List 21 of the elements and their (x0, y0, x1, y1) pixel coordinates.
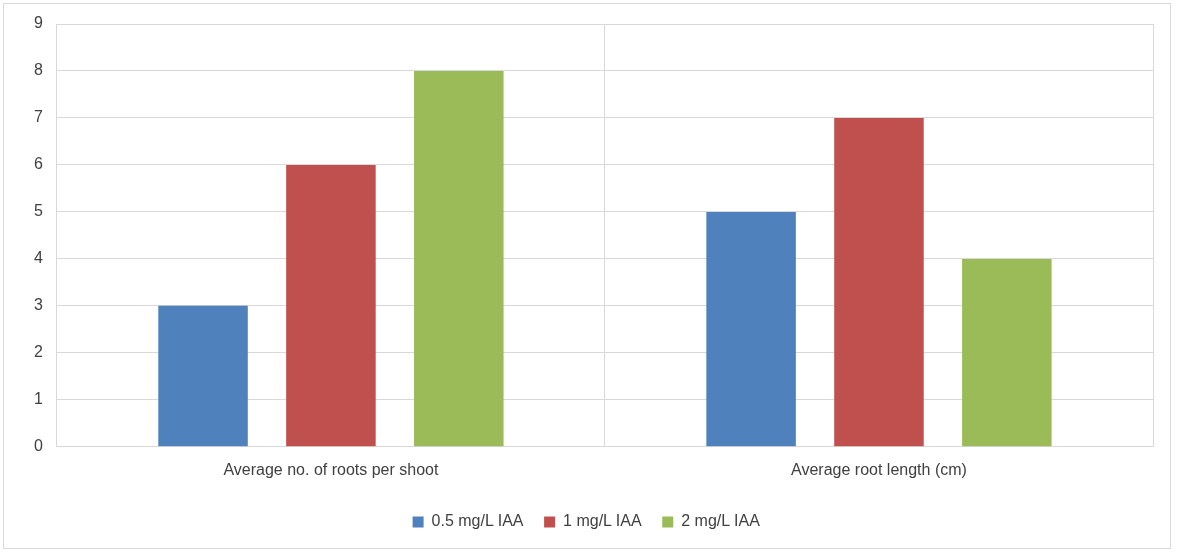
y-tick-label: 8 (33, 61, 43, 79)
y-tick-label: 3 (33, 296, 43, 314)
y-tick-label: 0 (33, 437, 43, 455)
y-tick-label: 1 (33, 390, 43, 408)
legend-label: 0.5 mg/L IAA (431, 512, 524, 530)
y-tick-label: 6 (33, 155, 43, 173)
bar (414, 70, 504, 447)
bar (286, 164, 376, 447)
bar (158, 305, 248, 447)
legend-label: 2 mg/L IAA (681, 512, 761, 530)
x-tick-label: Average root length (cm) (791, 460, 967, 478)
y-tick-label: 2 (33, 343, 43, 361)
y-tick-label: 4 (33, 249, 43, 267)
y-tick-label: 9 (33, 14, 43, 32)
x-tick-label: Average no. of roots per shoot (223, 460, 439, 478)
legend-label: 1 mg/L IAA (563, 512, 642, 530)
bar (834, 117, 924, 447)
bar (706, 211, 796, 447)
y-tick-label: 7 (33, 108, 43, 126)
y-tick-label: 5 (33, 202, 43, 220)
bar (962, 258, 1052, 447)
